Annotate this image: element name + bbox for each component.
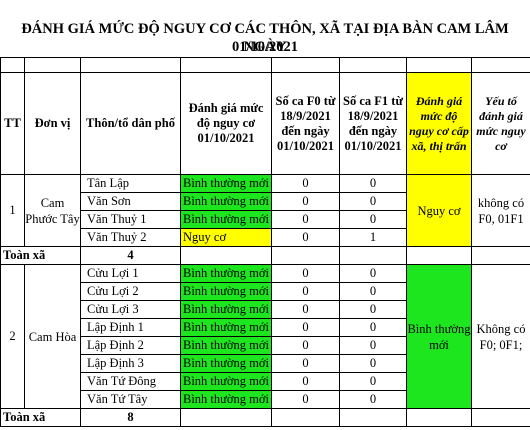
empty-cell [339, 408, 407, 427]
total-label: Toàn xã [0, 246, 81, 265]
f0-count: 0 [271, 390, 340, 409]
f0-count: 0 [271, 318, 340, 337]
f1-count: 1 [339, 228, 407, 247]
f0-count: 0 [271, 282, 340, 301]
unit-name: Cam Phước Tây [24, 174, 81, 247]
header-f0: Số ca F0 từ 18/9/2021 đến ngày 01/10/202… [271, 72, 340, 175]
table-row: Lập Định 1 Bình thường mới 0 0 [1, 318, 530, 337]
risk-status: Bình thường mới [180, 354, 272, 373]
f1-count: 0 [339, 282, 407, 301]
village-name: Cửu Lợi 1 [80, 264, 181, 283]
table-row: Văn Thuỷ 1 Bình thường mới 0 0 [1, 210, 530, 229]
f1-count: 0 [339, 354, 407, 373]
unit-name: Cam Hòa [24, 264, 81, 409]
table-row: Văn Tứ Đông Bình thường mới 0 0 [1, 372, 530, 391]
risk-status: Bình thường mới [180, 300, 272, 319]
empty-cell [471, 246, 530, 265]
village-name: Cửu Lợi 2 [80, 282, 181, 301]
empty-cell [339, 246, 407, 265]
header-don-vi: Đơn vị [24, 72, 81, 175]
blank-row [0, 57, 530, 73]
table-row: Lập Định 2 Bình thường mới 0 0 [1, 336, 530, 355]
empty-cell [471, 408, 530, 427]
f0-count: 0 [271, 192, 340, 211]
header-tt: TT [0, 72, 25, 175]
f0-count: 0 [271, 174, 340, 193]
risk-status: Bình thường mới [180, 174, 272, 193]
f1-count: 0 [339, 372, 407, 391]
total-label: Toàn xã [0, 408, 81, 427]
f1-count: 0 [339, 300, 407, 319]
empty-cell [180, 408, 272, 427]
total-count: 8 [80, 408, 181, 427]
report-title: ĐÁNH GIÁ MỨC ĐỘ NGUY CƠ CÁC THÔN, XÃ TẠI… [21, 21, 509, 55]
risk-status: Bình thường mới [180, 372, 272, 391]
risk-status: Bình thường mới [180, 336, 272, 355]
village-name: Cửu Lợi 3 [80, 300, 181, 319]
f1-count: 0 [339, 264, 407, 283]
risk-factor: không có F0, 01F1 [471, 174, 530, 247]
table-row: Cửu Lợi 3 Bình thường mới 0 0 [1, 300, 530, 319]
f0-count: 0 [271, 372, 340, 391]
row-tt: 1 [0, 174, 25, 247]
village-name: Văn Sơn [80, 192, 181, 211]
village-name: Lập Định 3 [80, 354, 181, 373]
f0-count: 0 [271, 228, 340, 247]
f1-count: 0 [339, 318, 407, 337]
table-row: 1 Cam Phước Tây Tân Lập Bình thường mới 0 0 Ng… [0, 174, 530, 247]
commune-risk: Bình thường mới [406, 264, 472, 409]
f0-count: 0 [271, 300, 340, 319]
village-name: Lập Định 1 [80, 318, 181, 337]
table-row: Cửu Lợi 2 Bình thường mới 0 0 [1, 282, 530, 301]
total-row: Toàn xã 4 [0, 246, 530, 265]
header-row: TT Đơn vị Thôn/tổ dân phố Đánh giá mức đ… [0, 72, 530, 175]
risk-status: Bình thường mới [180, 390, 272, 409]
risk-status: Nguy cơ [180, 228, 272, 247]
table-body: TT Đơn vị Thôn/tổ dân phố Đánh giá mức đ… [0, 57, 530, 427]
village-name: Văn Tứ Đông [80, 372, 181, 391]
empty-cell [271, 408, 340, 427]
f1-count: 0 [339, 192, 407, 211]
commune-risk: Nguy cơ [406, 174, 472, 247]
header-yeu-to: Yếu tố đánh giá mức nguy cơ [471, 72, 530, 175]
empty-cell [180, 246, 272, 265]
village-name: Văn Thuỷ 2 [80, 228, 181, 247]
risk-status: Bình thường mới [180, 192, 272, 211]
village-name: Tân Lập [80, 174, 181, 193]
total-row: Toàn xã 8 [0, 408, 530, 427]
risk-status: Bình thường mới [180, 210, 272, 229]
row-tt: 2 [0, 264, 25, 409]
f1-count: 0 [339, 210, 407, 229]
empty-cell [271, 246, 340, 265]
report-date: 01/10/2021 [231, 39, 299, 55]
header-danh-gia: Đánh giá mức độ nguy cơ 01/10/2021 [180, 72, 272, 175]
f0-count: 0 [271, 210, 340, 229]
empty-cell [406, 246, 472, 265]
table-row: 2 Cam Hòa Cửu Lợi 1 Bình thường mới 0 0 Bình t… [0, 264, 530, 409]
total-count: 4 [80, 246, 181, 265]
village-name: Lập Định 2 [80, 336, 181, 355]
village-name: Văn Tứ Tây [80, 390, 181, 409]
table-row: Văn Sơn Bình thường mới 0 0 [1, 192, 530, 211]
f1-count: 0 [339, 336, 407, 355]
f0-count: 0 [271, 336, 340, 355]
f0-count: 0 [271, 264, 340, 283]
f0-count: 0 [271, 354, 340, 373]
village-name: Văn Thuỷ 1 [80, 210, 181, 229]
risk-factor: Không có F0; 0F1; [471, 264, 530, 409]
risk-status: Bình thường mới [180, 318, 272, 337]
f1-count: 0 [339, 390, 407, 409]
risk-status: Bình thường mới [180, 264, 272, 283]
f1-count: 0 [339, 174, 407, 193]
header-thon: Thôn/tổ dân phố [80, 72, 181, 175]
header-cap-xa: Đánh giá mức độ nguy cơ cấp xã, thị trấn [406, 72, 472, 175]
empty-cell [406, 408, 472, 427]
risk-table: TT Đơn vị Thôn/tổ dân phố Đánh giá mức đ… [0, 57, 530, 427]
header-f1: Số ca F1 từ 18/9/2021 đến ngày 01/10/202… [339, 72, 407, 175]
risk-status: Bình thường mới [180, 282, 272, 301]
